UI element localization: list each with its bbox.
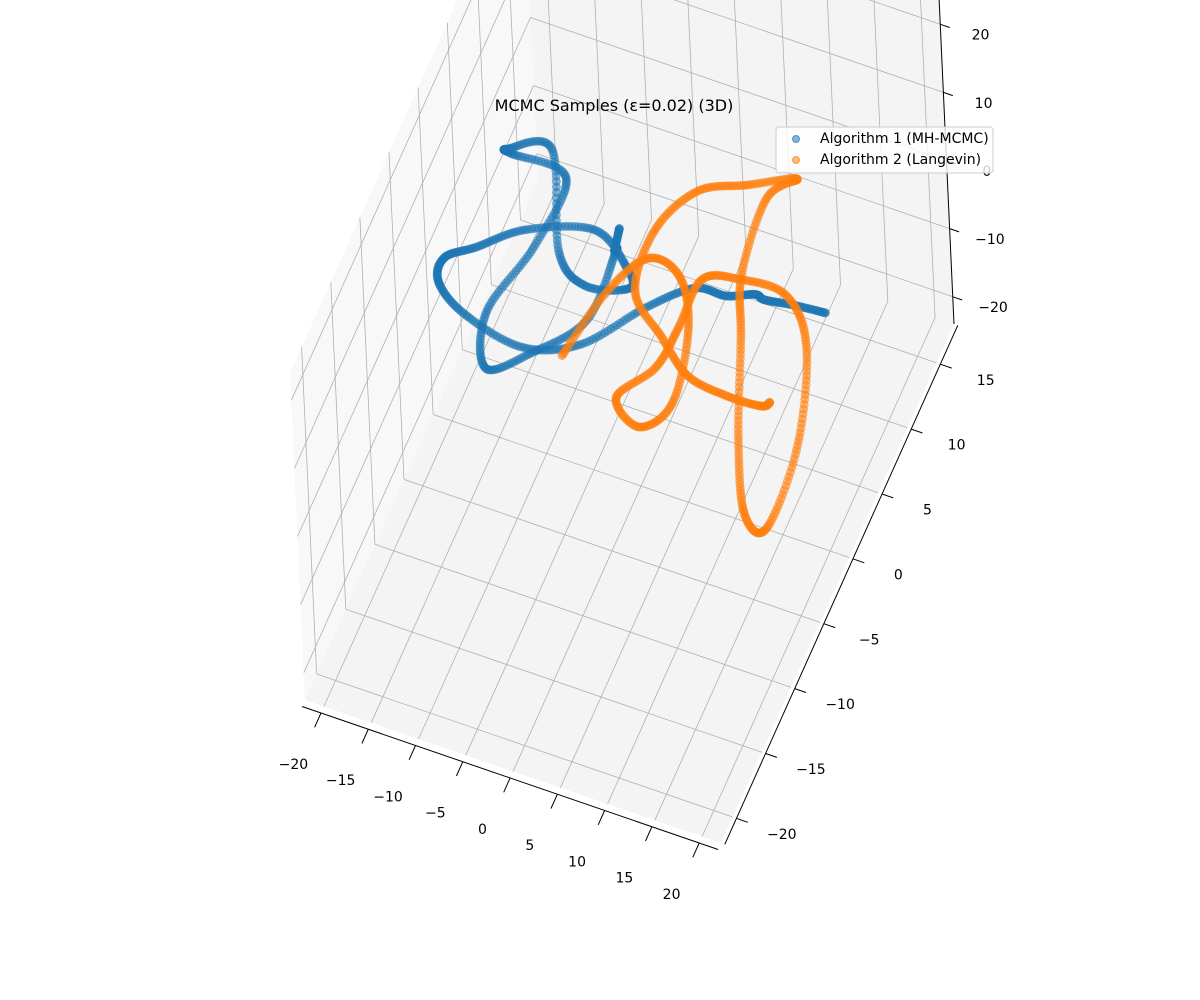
y-tick-mark [823, 623, 836, 629]
y-axis-line [724, 325, 959, 845]
y-tick-label: 0 [894, 567, 903, 583]
x-tick-mark [550, 793, 558, 809]
y-tick-label: 5 [923, 503, 932, 519]
y-tick-mark [794, 688, 807, 693]
sample-point [765, 397, 775, 407]
z-tick-label: −10 [975, 232, 1005, 248]
chart-title: MCMC Samples (ε=0.02) (3D) [495, 96, 734, 115]
z-tick-mark [949, 228, 960, 233]
x-tick-label: 10 [568, 855, 586, 871]
x-tick-label: −5 [425, 806, 446, 822]
grid-x-floor [654, 301, 889, 821]
x-tick-mark [314, 712, 322, 728]
legend-label-mh-mcmc: Algorithm 1 (MH-MCMC) [820, 131, 989, 147]
grid-y-floor [316, 673, 733, 818]
grid-y-floor [491, 284, 908, 429]
grid-x-floor [370, 203, 605, 723]
grid-z-left [294, 0, 506, 469]
x-tick-label: −10 [373, 790, 403, 806]
grid-x-floor [465, 236, 700, 756]
z-tick-label: 20 [972, 28, 990, 44]
y-tick-mark [911, 428, 923, 434]
grid-x-floor [701, 317, 936, 837]
sample-point [820, 308, 830, 318]
grid-y-floor [403, 479, 821, 623]
grid-y-floor [462, 349, 879, 494]
y-tick-label: 15 [977, 373, 995, 389]
grid-z-left [300, 85, 534, 605]
y-tick-mark [852, 558, 865, 564]
y-tick-mark [736, 817, 748, 823]
z-tick-label: −20 [978, 300, 1008, 316]
z-tick-label: 10 [975, 96, 993, 112]
axis-panes [290, 0, 954, 843]
x-tick-mark [597, 810, 606, 826]
grid-z-back [533, 85, 950, 229]
x-tick-mark [503, 777, 511, 793]
y-tick-mark [940, 363, 952, 369]
x-tick-label: 15 [615, 871, 633, 887]
y-tick-label: −20 [767, 827, 797, 843]
x-tick-mark [692, 842, 700, 858]
legend-frame [775, 126, 994, 174]
z-tick-mark [952, 296, 963, 301]
legend-label-langevin: Algorithm 2 (Langevin) [820, 152, 981, 168]
grid-z-left [290, 0, 472, 401]
y-tick-label: −15 [796, 762, 826, 778]
y-tick-label: 10 [948, 438, 966, 454]
grid-z-back [536, 153, 953, 298]
grid-x-floor [607, 284, 841, 805]
grid-z-back [673, 0, 944, 93]
legend: Algorithm 1 (MH-MCMC) Algorithm 2 (Lange… [775, 126, 994, 174]
tick-labels: −20 −15 −10 −5 0 5 10 15 20 −20 −15 −10 −5 0 5 10 15 −20 −… [279, 23, 1008, 903]
x-tick-mark [645, 826, 653, 842]
y-tick-label: −5 [859, 632, 880, 648]
grid-z-left [297, 17, 531, 537]
grid-z-back [868, 0, 941, 25]
x-tick-label: −20 [279, 757, 309, 773]
y-tick-label: −10 [825, 697, 855, 713]
grid-x-floor [512, 252, 747, 772]
grid-y-floor [432, 414, 850, 558]
x-tick-label: −15 [326, 773, 356, 789]
x-tick-label: 20 [663, 887, 681, 903]
z-tick-mark [940, 23, 950, 28]
pane-left [290, 0, 538, 700]
grid-x-floor [418, 219, 652, 740]
x-tick-mark [408, 745, 416, 761]
grid-y-floor [345, 608, 762, 753]
series-langevin [557, 173, 812, 538]
grid-y-floor [520, 219, 937, 364]
x-tick-label: 5 [525, 838, 534, 854]
x-tick-mark [455, 761, 464, 777]
legend-marker-mh-mcmc [792, 135, 800, 143]
legend-marker-langevin [792, 156, 800, 164]
x-tick-label: 0 [478, 822, 487, 838]
z-tick-mark [943, 91, 953, 97]
grid-lines [290, 0, 953, 837]
y-tick-mark [765, 753, 778, 758]
grid-x-floor [559, 268, 794, 788]
x-tick-mark [361, 728, 369, 744]
y-tick-mark [881, 493, 894, 499]
grid-y-floor [374, 543, 792, 688]
data-series [432, 136, 830, 538]
